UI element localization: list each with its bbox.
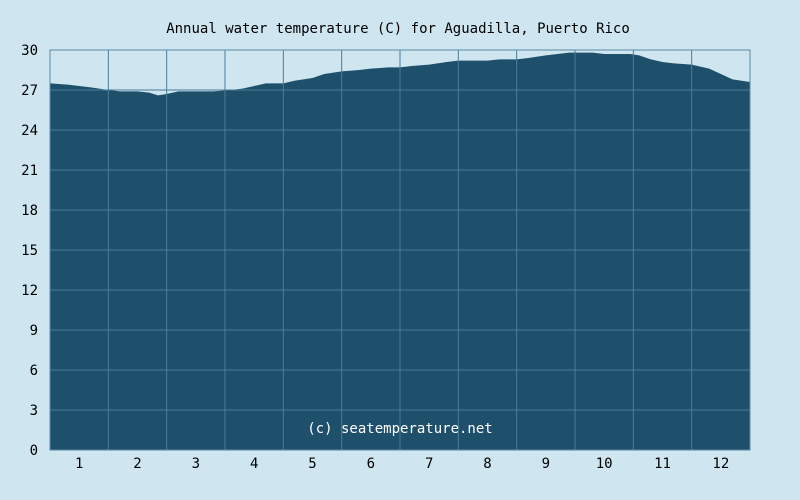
x-tick-label: 11	[654, 456, 671, 472]
watermark: (c) seatemperature.net	[307, 421, 492, 437]
x-tick-label: 12	[712, 456, 729, 472]
y-tick-label: 6	[30, 363, 38, 379]
y-axis: 0 3 6 9 12 15 18 21 24 27 30	[21, 43, 38, 459]
x-tick-label: 6	[367, 456, 375, 472]
y-tick-label: 30	[21, 43, 38, 59]
y-tick-label: 0	[30, 443, 38, 459]
x-tick-label: 2	[133, 456, 141, 472]
x-axis: 1 2 3 4 5 6 7 8 9 10 11 12	[75, 456, 729, 472]
x-tick-label: 7	[425, 456, 433, 472]
y-tick-label: 24	[21, 123, 38, 139]
x-tick-label: 4	[250, 456, 258, 472]
x-tick-label: 1	[75, 456, 83, 472]
y-tick-label: 27	[21, 83, 38, 99]
x-tick-label: 5	[308, 456, 316, 472]
gridlines	[50, 50, 750, 450]
y-tick-label: 18	[21, 203, 38, 219]
y-tick-label: 3	[30, 403, 38, 419]
x-tick-label: 3	[192, 456, 200, 472]
chart-title: Annual water temperature (C) for Aguadil…	[166, 21, 630, 37]
plot-area	[49, 49, 751, 451]
x-tick-label: 9	[542, 456, 550, 472]
x-tick-label: 10	[596, 456, 613, 472]
y-tick-label: 9	[30, 323, 38, 339]
plot-border	[49, 49, 751, 451]
y-tick-label: 15	[21, 243, 38, 259]
y-tick-label: 21	[21, 163, 38, 179]
y-tick-label: 12	[21, 283, 38, 299]
x-tick-label: 8	[483, 456, 491, 472]
